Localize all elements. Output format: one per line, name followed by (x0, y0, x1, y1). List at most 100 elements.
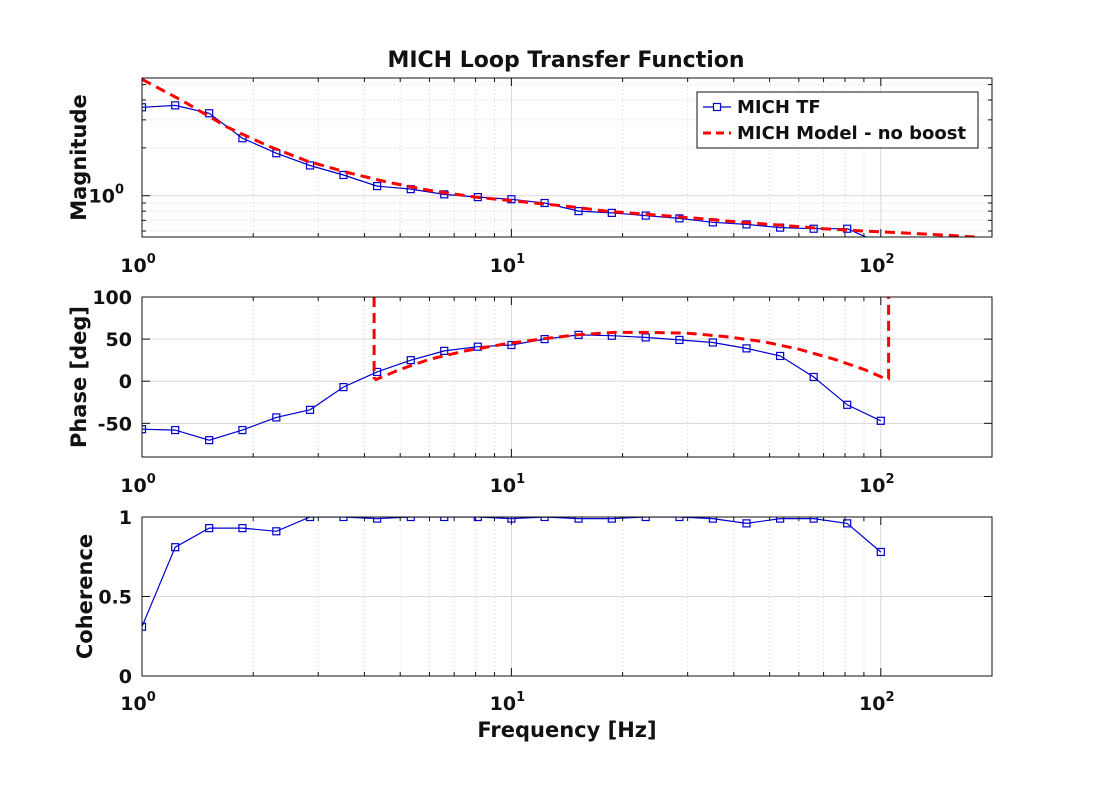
data-point (142, 622, 147, 631)
x-tick-label: 100 (120, 252, 156, 277)
data-point (406, 517, 415, 522)
y-tick-label: 1 (119, 507, 132, 529)
tick-base: 10 (490, 475, 516, 497)
data-point (205, 436, 214, 445)
data-point (507, 340, 516, 350)
data-point (440, 346, 449, 355)
data-point (171, 543, 180, 552)
tick-base: 10 (120, 255, 146, 277)
x-tick-label: 102 (859, 252, 895, 277)
data-point (776, 517, 785, 523)
data-point (675, 335, 684, 345)
x-tick-label: 102 (859, 690, 895, 715)
tick-base: 10 (859, 255, 885, 277)
y-tick-label: 100 (92, 287, 132, 309)
data-point (742, 519, 751, 528)
chart-title: MICH Loop Transfer Function (387, 48, 744, 73)
plot-area (142, 517, 885, 631)
series-line (372, 297, 891, 382)
data-point (708, 338, 717, 347)
legend: MICH TF MICH Model - no boost (696, 91, 979, 149)
x-tick-label: 100 (120, 690, 156, 715)
y-tick-label: 50 (106, 329, 132, 351)
x-tick-label: 101 (490, 252, 526, 277)
tick-exponent: 2 (886, 252, 895, 267)
tick-base: 10 (120, 475, 146, 497)
tick-exponent: 1 (516, 690, 525, 705)
data-point (675, 517, 684, 522)
plot-area (142, 78, 976, 247)
grid-layer (141, 78, 993, 677)
tick-exponent: 0 (147, 690, 156, 705)
y-axis-label: Phase [deg] (67, 306, 91, 448)
tick-exponent: 0 (115, 183, 124, 198)
data-point (373, 517, 382, 523)
data-point (876, 547, 885, 557)
data-point (809, 372, 818, 382)
data-point (876, 416, 885, 425)
axes-frame (141, 296, 993, 458)
tick-exponent: 2 (886, 690, 895, 705)
y-axis-label: Coherence (73, 534, 97, 659)
y-tick-label: 100 (89, 183, 125, 208)
data-point (607, 517, 616, 523)
tick-exponent: 1 (516, 472, 525, 487)
data-point (171, 425, 180, 435)
x-tick-label: 101 (490, 690, 526, 715)
data-point (142, 103, 147, 112)
plot-area (142, 297, 891, 445)
data-point (708, 517, 717, 523)
x-tick-label: 102 (859, 472, 895, 497)
tick-base: 10 (859, 693, 885, 715)
data-point (305, 517, 315, 522)
tick-base: 10 (490, 255, 516, 277)
data-point (305, 161, 315, 170)
data-point (171, 101, 180, 110)
y-tick-label: 0 (119, 371, 132, 393)
y-axis-label: Magnitude (67, 94, 91, 221)
tick-exponent: 1 (516, 252, 525, 267)
data-point (473, 517, 482, 522)
tick-base: 10 (490, 693, 516, 715)
data-point (742, 344, 751, 353)
data-point (373, 181, 382, 191)
series-line (142, 334, 882, 441)
tick-exponent: 0 (147, 472, 156, 487)
data-point (843, 400, 852, 409)
data-point (272, 527, 281, 536)
data-point (305, 405, 315, 414)
data-point (440, 517, 449, 522)
data-point (339, 383, 348, 392)
legend-label: MICH Model - no boost (737, 123, 966, 144)
data-point (142, 425, 147, 434)
tick-exponent: 2 (886, 472, 895, 487)
axes-frame (141, 77, 993, 238)
data-point (238, 524, 247, 533)
data-point (877, 240, 884, 247)
tick-base: 10 (859, 475, 885, 497)
data-point (843, 519, 852, 528)
y-tick-label: 0.5 (98, 587, 132, 609)
data-layer (142, 78, 976, 631)
data-point (339, 517, 348, 522)
data-point (339, 170, 348, 180)
tick-base: 10 (89, 186, 115, 208)
data-point (641, 333, 650, 342)
x-tick-label: 101 (490, 472, 526, 497)
tick-exponent: 0 (147, 252, 156, 267)
legend-marker (712, 102, 722, 112)
x-axis-label: Frequency [Hz] (477, 718, 656, 742)
data-point (373, 367, 382, 377)
data-point (574, 517, 583, 523)
data-point (641, 517, 650, 522)
data-point (776, 351, 785, 361)
data-point (809, 517, 818, 523)
data-point (540, 517, 549, 522)
data-point (406, 356, 415, 365)
tick-base: 10 (120, 693, 146, 715)
y-tick-label: -50 (98, 413, 132, 435)
data-point (272, 413, 281, 422)
legend-box (696, 91, 979, 149)
